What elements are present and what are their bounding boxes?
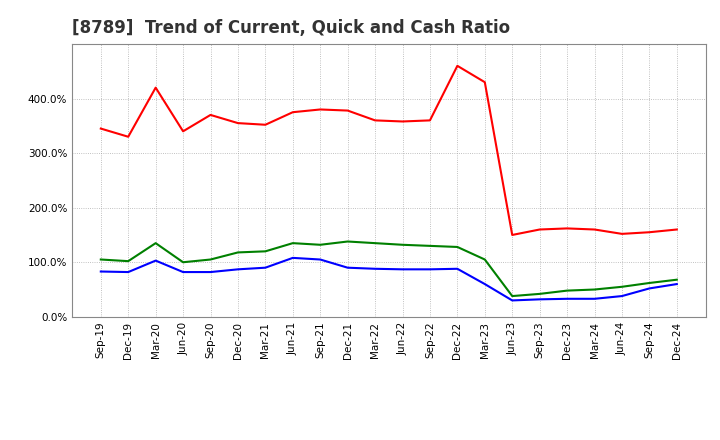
Cash Ratio xyxy=(233,267,242,272)
Quick Ratio xyxy=(233,250,242,255)
Cash Ratio xyxy=(179,269,187,275)
Quick Ratio xyxy=(536,291,544,297)
Quick Ratio xyxy=(480,257,489,262)
Cash Ratio xyxy=(645,286,654,291)
Legend: Current Ratio, Quick Ratio, Cash Ratio: Current Ratio, Quick Ratio, Cash Ratio xyxy=(192,438,585,440)
Line: Current Ratio: Current Ratio xyxy=(101,66,677,235)
Line: Quick Ratio: Quick Ratio xyxy=(101,242,677,296)
Quick Ratio xyxy=(563,288,572,293)
Quick Ratio xyxy=(261,249,270,254)
Quick Ratio xyxy=(618,284,626,290)
Cash Ratio xyxy=(343,265,352,270)
Current Ratio xyxy=(179,128,187,134)
Cash Ratio xyxy=(261,265,270,270)
Quick Ratio xyxy=(316,242,325,247)
Current Ratio xyxy=(316,107,325,112)
Quick Ratio xyxy=(453,244,462,249)
Quick Ratio xyxy=(645,280,654,286)
Cash Ratio xyxy=(453,266,462,271)
Current Ratio xyxy=(672,227,681,232)
Quick Ratio xyxy=(672,277,681,282)
Cash Ratio xyxy=(508,298,516,303)
Current Ratio xyxy=(233,121,242,126)
Quick Ratio xyxy=(590,287,599,292)
Quick Ratio xyxy=(398,242,407,247)
Current Ratio xyxy=(124,134,132,139)
Current Ratio xyxy=(453,63,462,69)
Quick Ratio xyxy=(371,241,379,246)
Cash Ratio xyxy=(618,293,626,299)
Quick Ratio xyxy=(508,293,516,299)
Current Ratio xyxy=(343,108,352,113)
Cash Ratio xyxy=(289,255,297,260)
Current Ratio xyxy=(590,227,599,232)
Cash Ratio xyxy=(536,297,544,302)
Quick Ratio xyxy=(289,241,297,246)
Cash Ratio xyxy=(480,282,489,287)
Current Ratio xyxy=(206,112,215,117)
Current Ratio xyxy=(289,110,297,115)
Current Ratio xyxy=(426,118,434,123)
Cash Ratio xyxy=(316,257,325,262)
Current Ratio xyxy=(563,226,572,231)
Current Ratio xyxy=(398,119,407,124)
Cash Ratio xyxy=(124,269,132,275)
Cash Ratio xyxy=(96,269,105,274)
Current Ratio xyxy=(371,118,379,123)
Cash Ratio xyxy=(672,282,681,287)
Cash Ratio xyxy=(563,296,572,301)
Quick Ratio xyxy=(151,241,160,246)
Current Ratio xyxy=(151,85,160,90)
Line: Cash Ratio: Cash Ratio xyxy=(101,258,677,301)
Cash Ratio xyxy=(426,267,434,272)
Quick Ratio xyxy=(124,259,132,264)
Cash Ratio xyxy=(590,296,599,301)
Quick Ratio xyxy=(179,260,187,265)
Current Ratio xyxy=(618,231,626,237)
Current Ratio xyxy=(480,80,489,85)
Cash Ratio xyxy=(371,266,379,271)
Quick Ratio xyxy=(206,257,215,262)
Current Ratio xyxy=(261,122,270,128)
Cash Ratio xyxy=(206,269,215,275)
Current Ratio xyxy=(536,227,544,232)
Cash Ratio xyxy=(151,258,160,263)
Quick Ratio xyxy=(343,239,352,244)
Current Ratio xyxy=(508,232,516,238)
Current Ratio xyxy=(645,230,654,235)
Text: [8789]  Trend of Current, Quick and Cash Ratio: [8789] Trend of Current, Quick and Cash … xyxy=(72,19,510,37)
Cash Ratio xyxy=(398,267,407,272)
Current Ratio xyxy=(96,126,105,131)
Quick Ratio xyxy=(96,257,105,262)
Quick Ratio xyxy=(426,243,434,249)
